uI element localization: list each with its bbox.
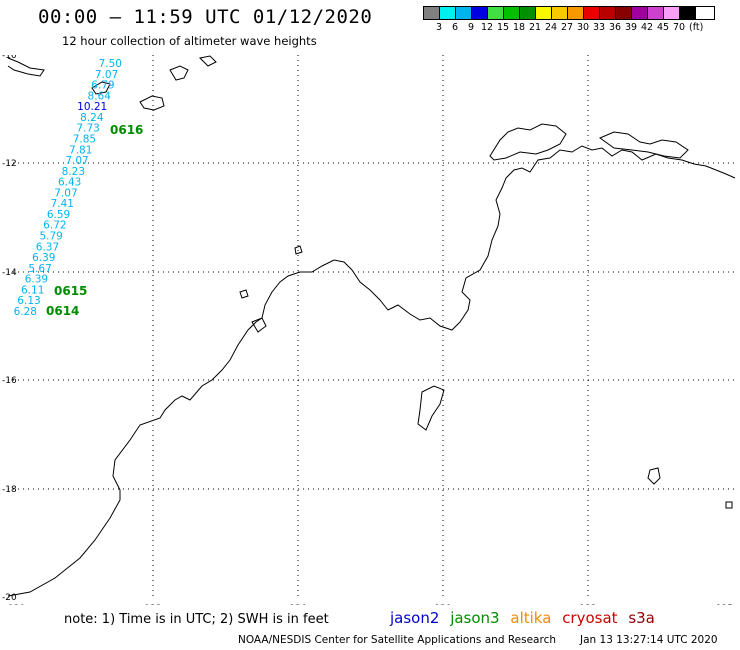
satellite-legend: jason2 jason3 altika cryosat s3a xyxy=(390,609,661,627)
legend-color-bar xyxy=(423,6,715,20)
legend-tick-label: 27 xyxy=(560,22,574,33)
latitude-label: -14 xyxy=(2,268,17,278)
legend-tick-label: 15 xyxy=(496,22,510,33)
latitude-label: -18 xyxy=(2,485,17,495)
longitude-label: 120 xyxy=(8,604,25,605)
legend-tick-label: 45 xyxy=(656,22,670,33)
legend-tick-label: 12 xyxy=(480,22,494,33)
longitude-label: 123 xyxy=(144,604,161,605)
legend-swatch xyxy=(616,7,632,19)
longitude-label: 132 xyxy=(579,604,596,605)
legend-swatch xyxy=(600,7,616,19)
legend-swatch xyxy=(536,7,552,19)
legend-tick-label: 18 xyxy=(512,22,526,33)
satellite-jason3: jason3 xyxy=(450,609,500,627)
footer-note: note: 1) Time is in UTC; 2) SWH is in fe… xyxy=(64,612,329,627)
wave-height-label: 6.13 xyxy=(17,295,40,307)
latitude-labels: -10 -12 -14 -16 -18 -20 xyxy=(2,55,17,603)
legend-swatch xyxy=(488,7,504,19)
pass-time-labels: 0616 0615 0614 xyxy=(46,123,143,318)
legend-swatch xyxy=(472,7,488,19)
legend-swatch xyxy=(632,7,648,19)
pass-time-label: 0615 xyxy=(54,284,87,298)
altimeter-wave-height-labels: 7.507.076.798.6410.218.247.737.857.817.0… xyxy=(14,58,122,318)
legend-ticks: 3 6 9 12 15 18 21 24 27 30 33 36 39 42 45 70 (ft) xyxy=(423,22,715,33)
satellite-cryosat: cryosat xyxy=(562,609,618,627)
legend-tick-label: 39 xyxy=(624,22,638,33)
legend-tick-label: 6 xyxy=(451,22,459,33)
legend-swatch xyxy=(648,7,664,19)
latitude-label: -10 xyxy=(2,55,17,61)
longitude-labels: 120 123 126 129 132 135 xyxy=(8,604,733,605)
legend-tick-label: 24 xyxy=(544,22,558,33)
legend-unit: (ft) xyxy=(689,22,704,33)
longitude-label: 129 xyxy=(434,604,451,605)
legend-swatch xyxy=(504,7,520,19)
legend-swatch xyxy=(424,7,440,19)
longitude-label: 135 xyxy=(716,604,733,605)
legend-tick-label: 70 xyxy=(672,22,686,33)
wave-height-label: 7.85 xyxy=(73,133,96,145)
chart-subtitle: 12 hour collection of altimeter wave hei… xyxy=(62,34,317,48)
wave-height-label: 6.39 xyxy=(25,274,48,286)
legend-tick-label: 30 xyxy=(576,22,590,33)
wave-height-label: 5.79 xyxy=(39,231,62,243)
wave-height-label: 5.67 xyxy=(28,263,51,275)
legend-swatch xyxy=(568,7,584,19)
wave-height-label: 6.72 xyxy=(43,220,66,232)
latitude-label: -20 xyxy=(2,593,17,603)
wave-height-label: 6.59 xyxy=(47,209,70,221)
wave-height-label: 7.81 xyxy=(69,144,92,156)
wave-height-map: 120 123 126 129 132 135 -10 -12 -14 -16 -18 -20 7.… xyxy=(2,55,736,605)
longitude-label: 126 xyxy=(289,604,306,605)
wave-height-label: 8.24 xyxy=(80,112,104,124)
wave-height-label: 7.07 xyxy=(65,155,88,167)
map-grid xyxy=(8,55,735,600)
wave-height-label: 7.73 xyxy=(76,123,99,135)
chart-title: 00:00 – 11:59 UTC 01/12/2020 xyxy=(38,6,373,28)
wave-height-label: 6.37 xyxy=(36,241,59,253)
wave-height-label: 6.28 xyxy=(14,306,37,318)
wave-height-label: 6.11 xyxy=(21,284,44,296)
wave-height-label: 6.79 xyxy=(91,80,114,92)
coastline xyxy=(7,55,736,597)
satellite-jason2: jason2 xyxy=(390,609,440,627)
legend-tick-label: 33 xyxy=(592,22,606,33)
pass-time-label: 0616 xyxy=(110,123,143,137)
wave-height-label: 7.41 xyxy=(51,198,74,210)
latitude-label: -12 xyxy=(2,159,17,169)
legend-tick-label: 3 xyxy=(435,22,443,33)
satellite-altika: altika xyxy=(510,609,552,627)
legend-swatch xyxy=(552,7,568,19)
wave-height-label: 8.64 xyxy=(88,90,112,102)
wave-height-label: 6.39 xyxy=(32,252,55,264)
legend-swatch xyxy=(584,7,600,19)
latitude-label: -16 xyxy=(2,376,17,386)
satellite-s3a: s3a xyxy=(628,609,655,627)
legend-tick-label: 42 xyxy=(640,22,654,33)
wave-height-label: 7.07 xyxy=(54,187,77,199)
footer-date: Jan 13 13:27:14 UTC 2020 xyxy=(580,634,718,646)
wave-height-label: 6.43 xyxy=(58,177,81,189)
legend-tick-label: 9 xyxy=(467,22,475,33)
legend-swatch xyxy=(456,7,472,19)
wave-height-legend: 3 6 9 12 15 18 21 24 27 30 33 36 39 42 45 70 (ft) xyxy=(423,6,715,33)
wave-height-label: 7.50 xyxy=(99,58,122,70)
legend-swatch xyxy=(680,7,696,19)
wave-height-label: 10.21 xyxy=(77,101,107,113)
legend-swatch xyxy=(664,7,680,19)
pass-time-label: 0614 xyxy=(46,304,79,318)
legend-swatch xyxy=(440,7,456,19)
legend-tick-label: 36 xyxy=(608,22,622,33)
legend-tick-label: 21 xyxy=(528,22,542,33)
wave-height-label: 8.23 xyxy=(62,166,85,178)
wave-height-label: 7.07 xyxy=(95,69,118,81)
legend-swatch xyxy=(520,7,536,19)
footer-credit: NOAA/NESDIS Center for Satellite Applica… xyxy=(238,634,556,646)
